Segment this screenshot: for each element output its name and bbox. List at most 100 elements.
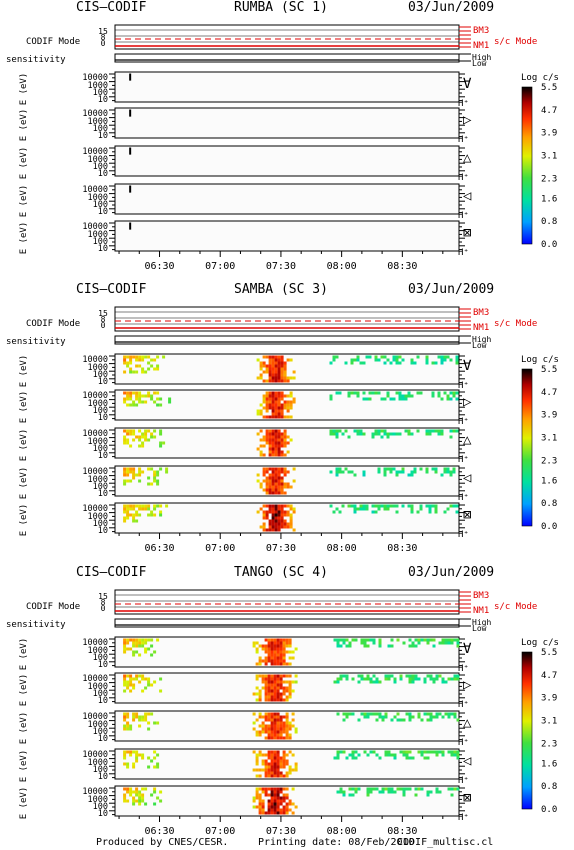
colorbar: Log c/s5.54.73.93.12.31.60.80.0 [521,73,559,250]
data-cell [443,391,447,395]
data-cell [129,358,133,362]
data-cell [402,753,406,757]
data-cell [398,355,402,359]
data-cell [395,355,399,359]
data-cell [277,361,281,365]
data-cell [135,435,139,439]
data-cell [444,680,448,684]
data-cell [273,638,277,642]
data-cell [359,432,363,436]
data-cell [270,692,274,696]
data-cell [258,656,262,660]
data-cell [255,692,259,696]
data-cell [434,429,438,433]
data-cell [262,467,266,471]
data-cell [369,712,373,716]
data-feature [329,355,459,365]
data-cell [423,638,427,642]
data-feature [129,109,132,117]
data-cell [153,400,157,404]
data-cell [261,686,265,690]
data-cell [374,358,378,362]
data-cell [363,750,367,754]
data-cell [450,638,454,642]
data-cell [432,680,436,684]
mode-strip [114,24,460,50]
data-cell [138,641,142,645]
data-cell [377,470,381,474]
data-cell [274,367,278,371]
data-cell [279,674,283,678]
direction-icon: △ [463,432,472,448]
data-cell [267,689,271,693]
data-cell [291,712,295,716]
data-cell [144,802,148,806]
data-cell [265,482,269,486]
data-cell [129,680,133,684]
data-cell [408,750,412,754]
data-cell [294,647,298,651]
data-cell [279,680,283,684]
data-cell [288,641,292,645]
energy-tick-label: 1000 [88,155,108,165]
data-cell [271,479,275,483]
time-axis: 06:30 07:00 07:30 08:00 08:30 [118,816,444,837]
data-cell [432,715,436,719]
data-cell [150,482,154,486]
data-cell [264,718,268,722]
data-cell [277,400,281,404]
data-cell [268,394,272,398]
data-cell [132,391,136,395]
data-cell [289,415,293,419]
data-cell [286,406,290,410]
data-cell [407,429,411,433]
data-cell [144,787,148,791]
time-tick-label: 07:30 [266,543,296,554]
data-cell [410,510,414,514]
data-cell [276,802,280,806]
data-cell [265,441,269,445]
data-cell [132,802,136,806]
energy-tick-label: 10 [98,377,108,387]
data-cell [258,644,262,648]
data-cell [288,727,292,731]
time-axis: 06:30 07:00 07:30 08:00 08:30 [118,251,444,272]
data-cell [435,677,439,681]
data-cell [255,793,259,797]
data-feature [336,787,460,797]
data-cell [360,641,364,645]
data-cell [258,659,262,663]
data-cell [256,479,260,483]
data-cell [350,358,354,362]
data-cell [141,367,145,371]
data-cell [141,718,145,722]
data-cell [289,391,293,395]
colorbar-tick-label: 2.3 [541,174,557,184]
data-cell [277,470,281,474]
data-cell [274,522,278,526]
data-cell [372,638,376,642]
data-cell [126,438,130,442]
data-cell [289,485,293,489]
data-cell [268,373,272,377]
data-cell [255,762,259,766]
data-cell [144,712,148,716]
energy-tick-label: 1000 [88,795,108,805]
data-cell [132,438,136,442]
data-cell [144,435,148,439]
data-cell [268,528,272,532]
data-cell [398,397,402,401]
data-cell [280,361,284,365]
data-cell [264,686,268,690]
data-cell [138,674,142,678]
data-cell [141,358,145,362]
data-cell [280,507,284,511]
data-cell [129,674,133,678]
data-cell [268,485,272,489]
data-cell [383,473,387,477]
data-cell [129,394,133,398]
data-cell [420,718,424,722]
data-cell [282,686,286,690]
data-cell [162,441,166,445]
data-cell [279,771,283,775]
